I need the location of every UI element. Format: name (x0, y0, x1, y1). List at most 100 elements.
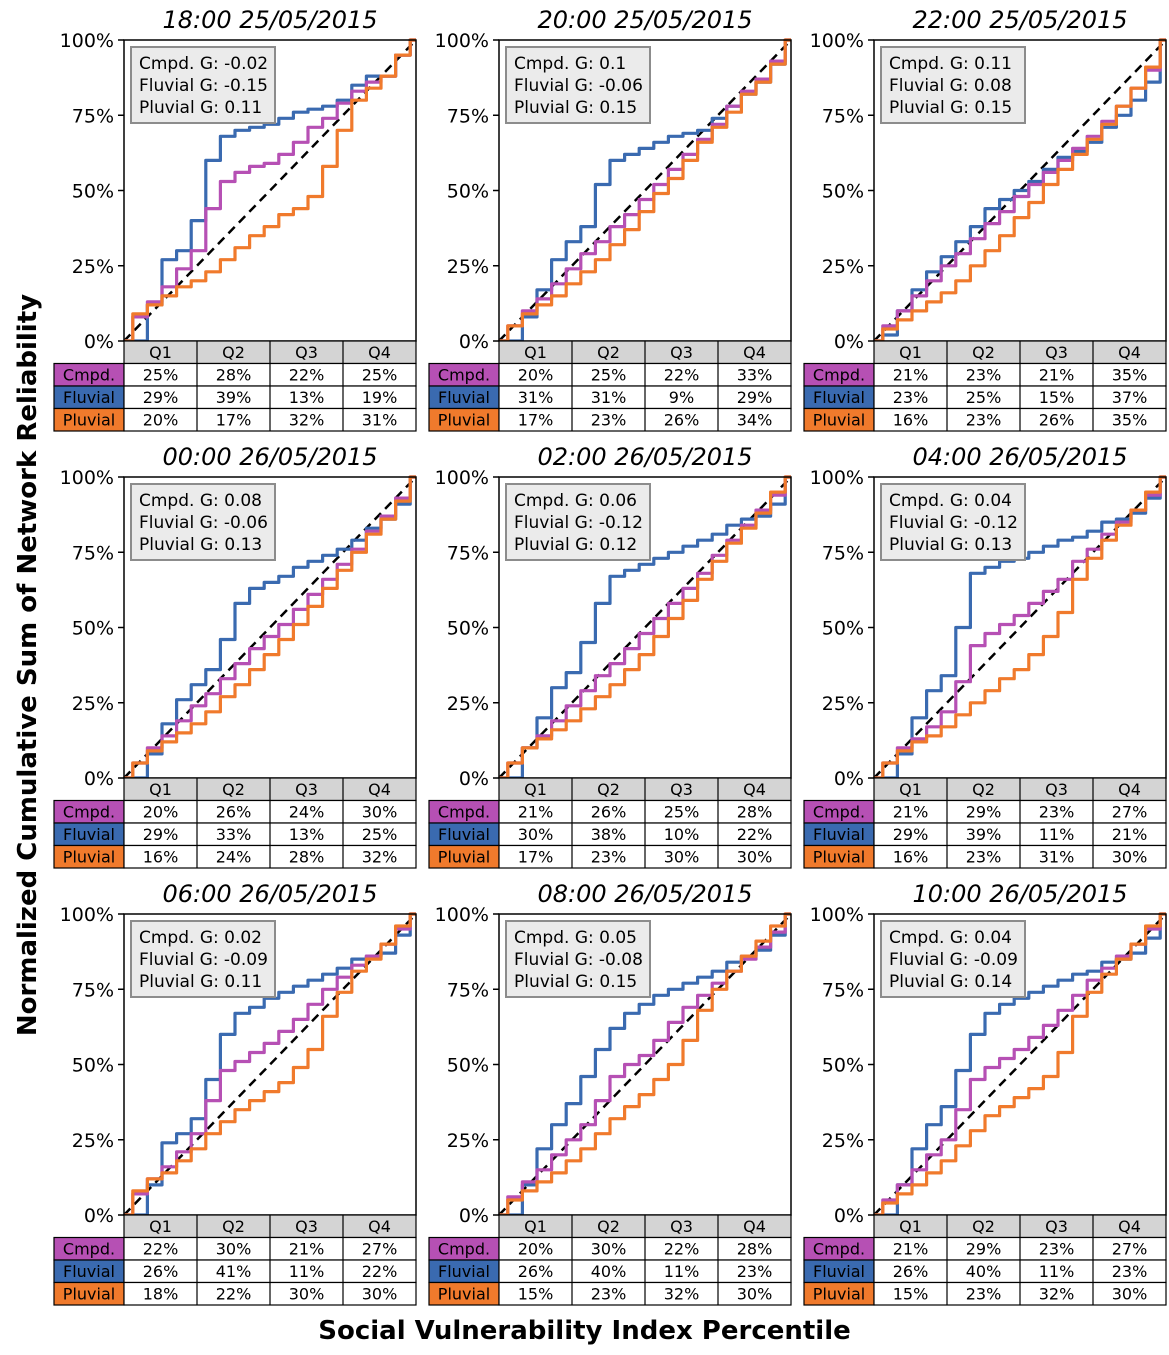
y-tick-label: 50% (72, 618, 114, 640)
table-row-label: Pluvial (63, 848, 115, 867)
series-line-pluvial (874, 38, 1166, 343)
gini-text: Cmpd. G: -0.02 (139, 54, 268, 74)
y-tick-label: 25% (72, 256, 114, 278)
series-line-cmpd (874, 912, 1166, 1217)
table-column-header: Q4 (368, 780, 391, 799)
y-tick-label: 100% (810, 467, 864, 489)
table-cell: 23% (737, 1262, 773, 1281)
table-cell: 32% (1039, 1285, 1075, 1304)
table-cell: 11% (664, 1262, 700, 1281)
series-line-pluvial (874, 912, 1166, 1217)
table-cell: 30% (289, 1285, 325, 1304)
table-row-label: Cmpd. (438, 366, 490, 385)
table-row-label: Cmpd. (813, 1240, 865, 1259)
table-column-header: Q1 (524, 343, 547, 362)
table-cell: 20% (143, 803, 179, 822)
table-cell: 21% (518, 803, 554, 822)
table-cell: 17% (216, 411, 252, 430)
y-tick-label: 75% (822, 105, 864, 127)
table-cell: 37% (1112, 388, 1148, 407)
table-cell: 22% (362, 1262, 398, 1281)
table-column-header: Q1 (149, 343, 172, 362)
y-tick-label: 0% (834, 331, 864, 353)
gini-text: Fluvial G: -0.06 (139, 513, 268, 533)
table-column-header: Q1 (899, 1217, 922, 1236)
series-line-pluvial (124, 475, 416, 780)
table-column-header: Q1 (149, 1217, 172, 1236)
gini-text: Pluvial G: 0.12 (514, 535, 637, 555)
gini-text: Fluvial G: -0.15 (139, 76, 268, 96)
table-cell: 17% (518, 848, 554, 867)
y-tick-label: 100% (60, 904, 114, 926)
y-tick-label: 25% (72, 1130, 114, 1152)
table-cell: 34% (737, 411, 773, 430)
table-row-label: Cmpd. (63, 1240, 115, 1259)
series-line-pluvial (874, 475, 1166, 780)
table-column-header: Q1 (149, 780, 172, 799)
table-row-label: Fluvial (63, 1262, 115, 1281)
y-tick-label: 100% (60, 30, 114, 52)
table-row-label: Cmpd. (63, 803, 115, 822)
table-cell: 29% (893, 825, 929, 844)
gini-box (130, 483, 276, 561)
table-column-header: Q1 (899, 780, 922, 799)
table-cell: 31% (591, 388, 627, 407)
table-cell: 29% (143, 388, 179, 407)
table-column-header: Q2 (972, 343, 995, 362)
table-column-header: Q2 (222, 1217, 245, 1236)
table-cell: 18% (143, 1285, 179, 1304)
table-row-label: Cmpd. (63, 366, 115, 385)
table-cell: 28% (737, 803, 773, 822)
table-column-header: Q2 (222, 343, 245, 362)
table-cell: 31% (518, 388, 554, 407)
series-line-pluvial (499, 38, 791, 343)
table-cell: 21% (893, 803, 929, 822)
table-cell: 22% (664, 1240, 700, 1259)
panel-title: 10:00 26/05/2015 (912, 880, 1127, 908)
table-cell: 21% (893, 1240, 929, 1259)
gini-box (130, 46, 276, 124)
panel-8: 08:00 26/05/2015 0% 25% 50% 75% 100% Cmpd. G: … (428, 880, 792, 1306)
gini-box (505, 46, 651, 124)
table-cell: 22% (664, 366, 700, 385)
table-column-header: Q2 (597, 1217, 620, 1236)
table-column-header: Q3 (1045, 780, 1068, 799)
y-tick-label: 0% (459, 768, 489, 790)
y-tick-label: 25% (447, 693, 489, 715)
table-cell: 29% (966, 803, 1002, 822)
gini-text: Fluvial G: -0.12 (889, 513, 1018, 533)
table-cell: 23% (1039, 803, 1075, 822)
table-cell: 31% (362, 411, 398, 430)
table-cell: 32% (362, 848, 398, 867)
series-line-pluvial (124, 38, 416, 343)
table-cell: 22% (216, 1285, 252, 1304)
table-cell: 21% (1039, 366, 1075, 385)
table-cell: 33% (737, 366, 773, 385)
table-cell: 22% (289, 366, 325, 385)
table-cell: 28% (216, 366, 252, 385)
table-column-header: Q4 (1118, 780, 1141, 799)
table-column-header: Q2 (597, 780, 620, 799)
table-cell: 20% (518, 1240, 554, 1259)
table-cell: 15% (893, 1285, 929, 1304)
table-column-header: Q1 (524, 1217, 547, 1236)
y-tick-label: 75% (822, 542, 864, 564)
gini-box (130, 920, 276, 998)
gini-text: Fluvial G: -0.09 (889, 950, 1018, 970)
panel-3: 22:00 25/05/2015 0% 25% 50% 75% 100% Cmpd. G: … (803, 6, 1167, 432)
table-cell: 16% (893, 848, 929, 867)
y-tick-label: 25% (447, 256, 489, 278)
table-cell: 9% (669, 388, 694, 407)
panel-2: 20:00 25/05/2015 0% 25% 50% 75% 100% Cmpd. G: … (428, 6, 792, 432)
gini-text: Pluvial G: 0.11 (139, 972, 262, 992)
y-tick-label: 100% (435, 904, 489, 926)
table-column-header: Q3 (670, 780, 693, 799)
table-cell: 39% (966, 825, 1002, 844)
table-column-header: Q2 (972, 1217, 995, 1236)
y-tick-label: 50% (822, 618, 864, 640)
table-row-label: Fluvial (438, 1262, 490, 1281)
gini-text: Pluvial G: 0.15 (889, 98, 1012, 118)
table-row-label: Cmpd. (438, 1240, 490, 1259)
table-cell: 11% (1039, 825, 1075, 844)
table-cell: 32% (289, 411, 325, 430)
